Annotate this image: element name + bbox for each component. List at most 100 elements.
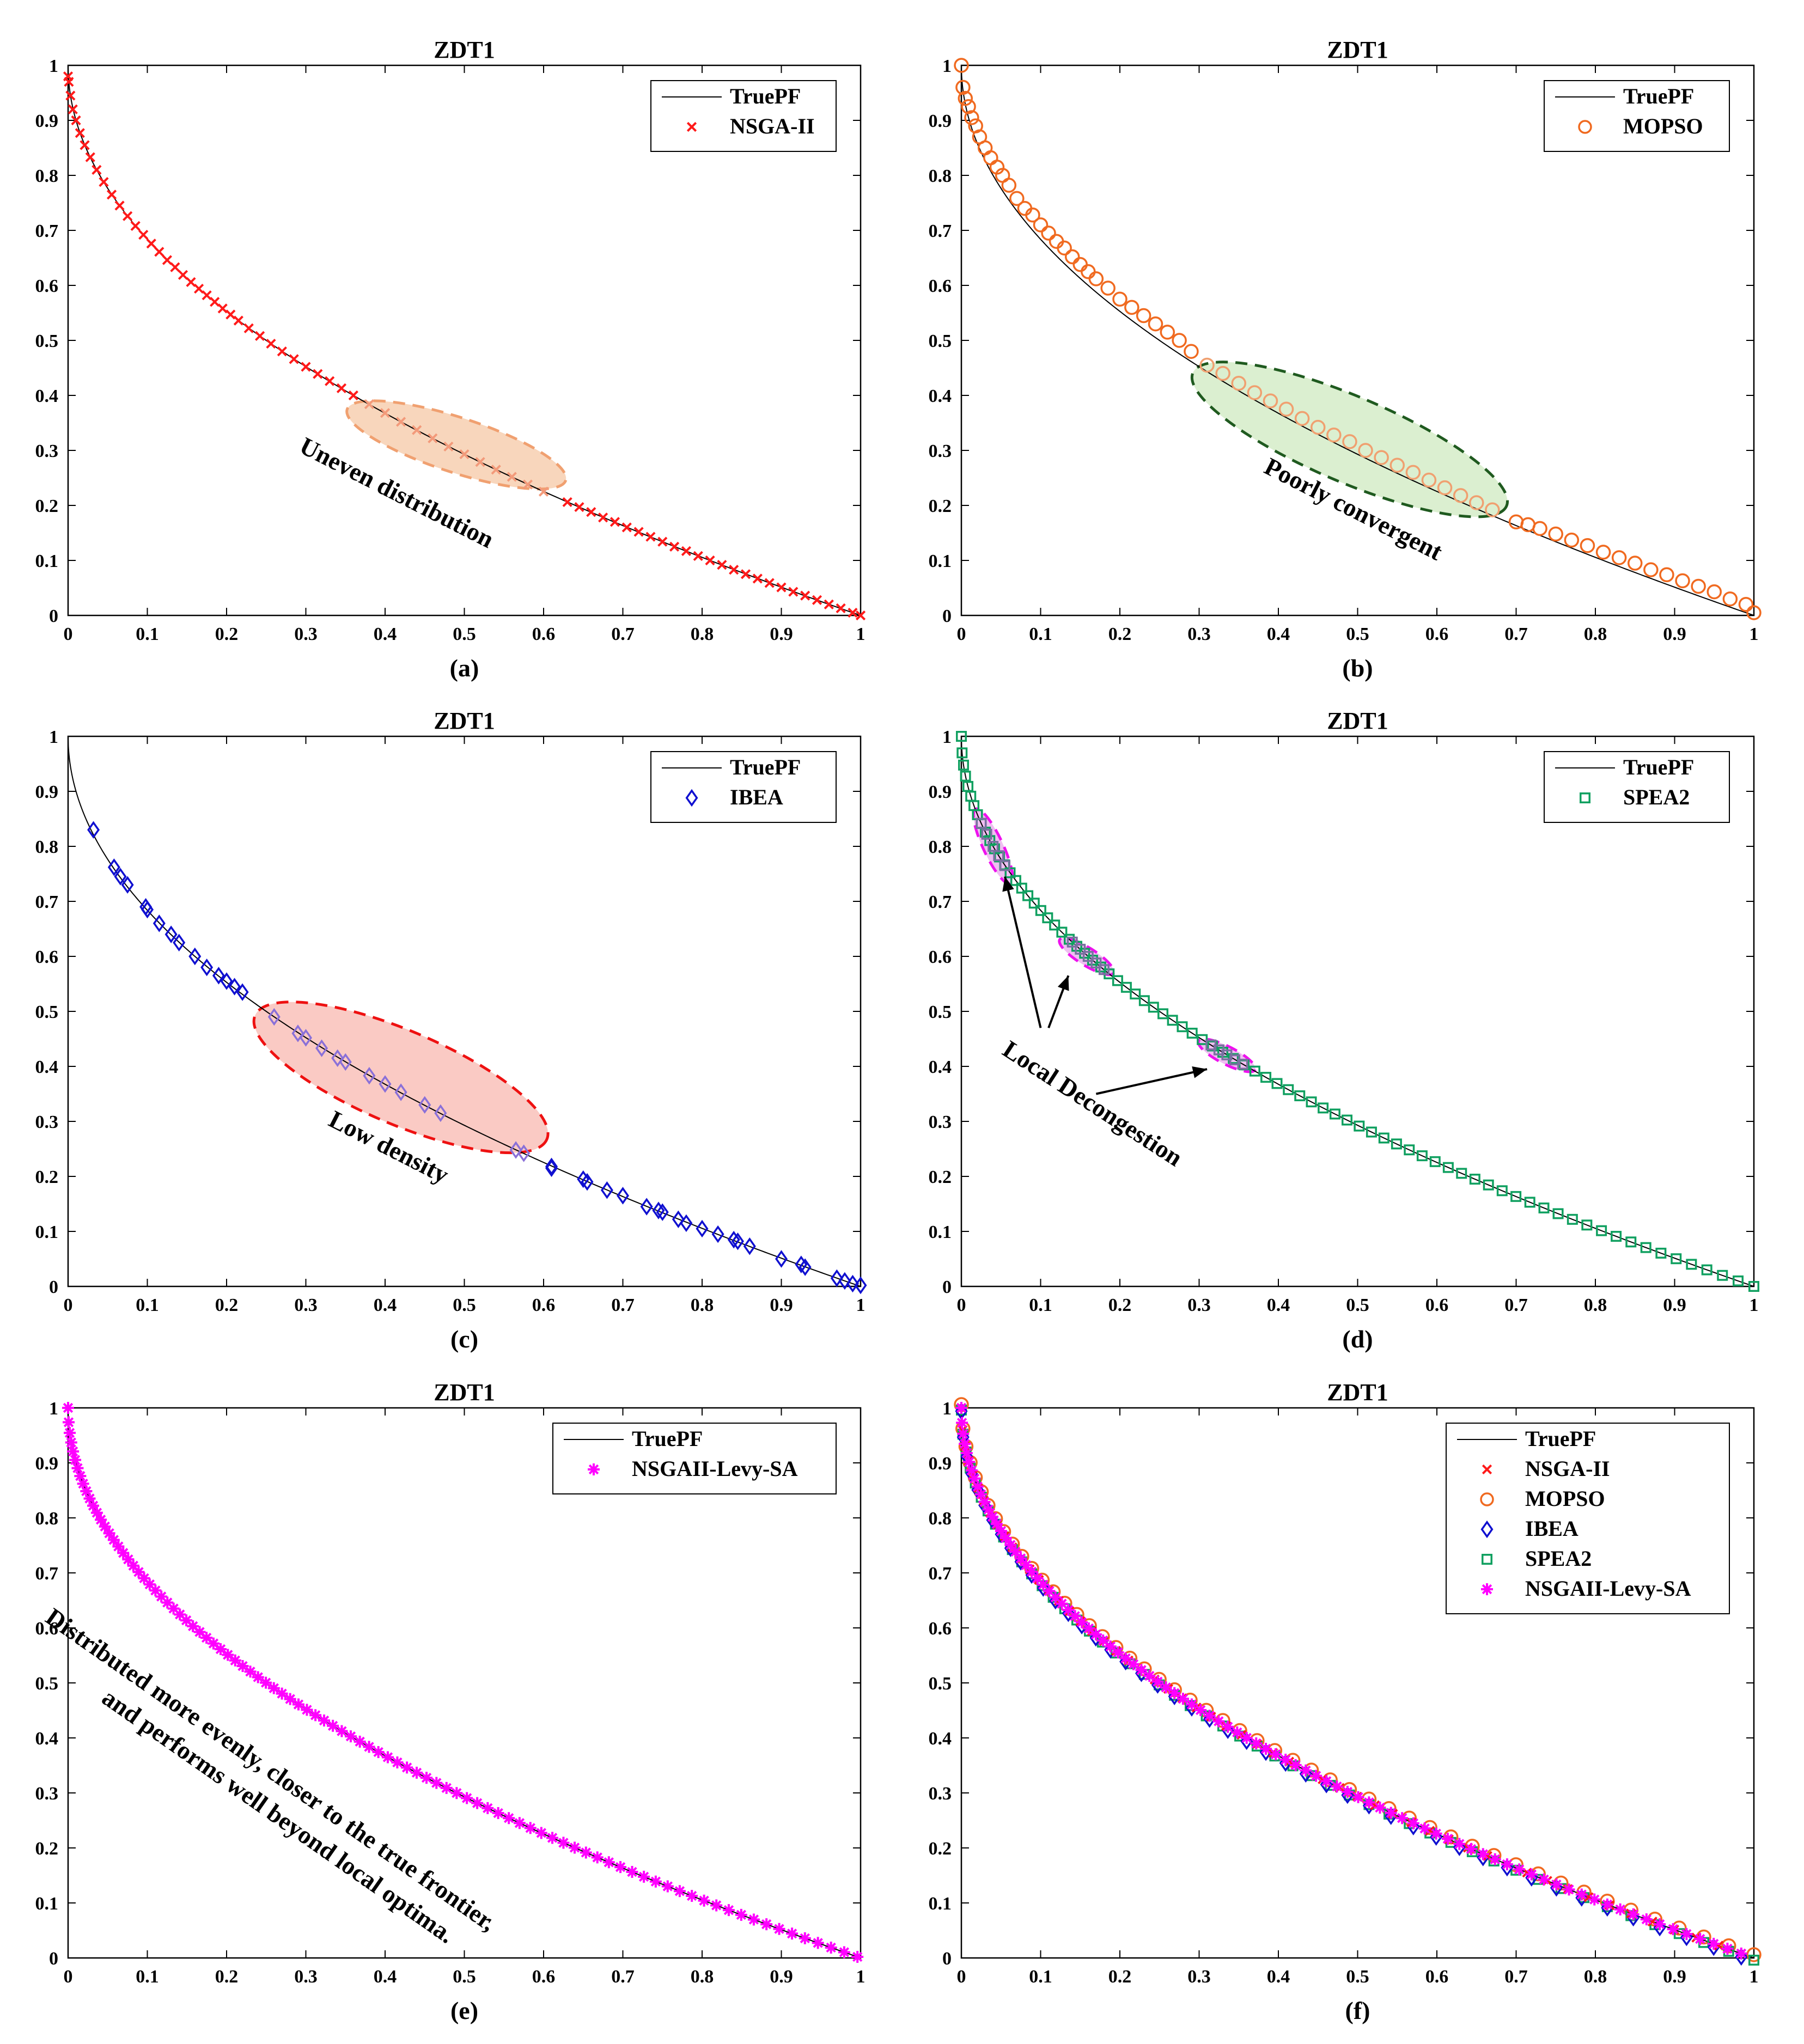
- data-point-NSGAII-Levy-SA: [747, 1913, 760, 1926]
- legend-box-f: [1446, 1423, 1730, 1614]
- data-point-SPEA2: [1429, 1156, 1441, 1167]
- data-point-NSGAII-Levy-SA: [372, 1746, 385, 1758]
- data-point-MOPSO: [955, 80, 971, 95]
- series-IBEA-c: [267, 1008, 531, 1162]
- series-SPEA2-d: [956, 731, 1759, 1292]
- data-point-NSGAII-Levy-SA: [1231, 1726, 1244, 1738]
- y-tick-label: 0.2: [929, 1839, 952, 1859]
- data-point-NSGAII-Levy-SA: [1708, 1938, 1720, 1950]
- data-point-NSGAII-Levy-SA: [267, 1682, 280, 1694]
- data-point-IBEA: [379, 1075, 392, 1093]
- data-point-NSGAII-Levy-SA: [1331, 1780, 1343, 1793]
- data-point-SPEA2: [1456, 1168, 1467, 1179]
- data-point-NSGAII-Levy-SA: [1430, 1827, 1442, 1840]
- y-tick-label: 1: [942, 727, 952, 747]
- data-point-NSGAII-Levy-SA: [1062, 1604, 1075, 1616]
- data-point-MOPSO: [1001, 178, 1017, 193]
- data-point-NSGA-II: [65, 90, 76, 101]
- data-point-NSGAII-Levy-SA: [580, 1846, 592, 1859]
- data-point-NSGAII-Levy-SA: [1588, 1893, 1601, 1906]
- data-point-NSGAII-Levy-SA: [1513, 1863, 1526, 1876]
- data-point-NSGAII-Levy-SA: [982, 1503, 995, 1516]
- y-tick-label: 0.4: [35, 386, 59, 406]
- data-point-NSGAII-Levy-SA: [229, 1654, 241, 1667]
- data-point-NSGA-II: [380, 408, 391, 418]
- data-point-NSGAII-Levy-SA: [957, 1427, 970, 1440]
- data-point-NSGAII-Levy-SA: [1143, 1670, 1156, 1682]
- panel-c: ZDT1 0 0.1 0.2 0.3 0.4 0.5 0.6 0.7 0.8 0.9 1 0 0.1 0.2…: [35, 707, 867, 1353]
- data-point-SPEA2: [1082, 951, 1094, 962]
- y-tick-label: 0: [942, 1277, 952, 1297]
- legend-label-MOPSO: MOPSO: [1623, 114, 1703, 138]
- data-point-NSGAII-Levy-SA: [959, 1437, 971, 1450]
- y-tick-label: 0.7: [929, 221, 952, 241]
- data-point-NSGAII-Levy-SA: [62, 1416, 75, 1429]
- data-point-NSGAII-Levy-SA: [1279, 1754, 1292, 1766]
- x-tick-label: 0.1: [136, 1967, 159, 1987]
- data-point-NSGA-II: [428, 433, 438, 443]
- data-point-MOPSO: [1160, 325, 1175, 340]
- data-point-NSGA-II: [178, 270, 188, 280]
- data-point-IBEA: [854, 1276, 867, 1295]
- legend-box-b: [1544, 80, 1730, 152]
- data-point-MOPSO: [1580, 538, 1595, 553]
- data-point-NSGA-II: [170, 262, 180, 272]
- data-point-IBEA: [775, 1250, 788, 1268]
- data-point-NSGAII-Levy-SA: [161, 1596, 174, 1609]
- data-point-NSGAII-Levy-SA: [956, 1417, 968, 1429]
- data-point-MOPSO: [1532, 521, 1547, 536]
- data-point-NSGAII-Levy-SA: [1453, 1838, 1466, 1850]
- y-tick-label: 0.5: [929, 331, 952, 351]
- x-tick-label: 0.3: [294, 1967, 318, 1987]
- x-tick-label: 0.9: [1663, 1295, 1686, 1315]
- data-point-NSGAII-Levy-SA: [978, 1496, 991, 1508]
- data-point-NSGAII-Levy-SA: [760, 1918, 773, 1931]
- data-point-NSGAII-Levy-SA: [1341, 1785, 1354, 1798]
- data-point-SPEA2: [1237, 1058, 1248, 1070]
- x-tick-label: 0.7: [611, 1967, 635, 1987]
- data-point-MOPSO: [1100, 280, 1116, 296]
- data-point-IBEA: [339, 1053, 352, 1071]
- data-point-NSGAII-Levy-SA: [1127, 1658, 1139, 1670]
- data-point-SPEA2: [1717, 1270, 1728, 1281]
- x-tick-label: 0.6: [1425, 624, 1449, 644]
- data-point-NSGA-II: [162, 255, 172, 265]
- legend-label-NSGAII-Levy-SA: NSGAII-Levy-SA: [632, 1456, 798, 1481]
- y-tick-label: 0.6: [929, 1619, 952, 1639]
- data-point-MOPSO: [1148, 316, 1163, 332]
- y-tick-label: 0.7: [35, 221, 59, 241]
- data-point-IBEA: [672, 1210, 685, 1229]
- data-point-NSGAII-Levy-SA: [1538, 1873, 1550, 1886]
- data-point-NSGAII-Levy-SA: [1089, 1628, 1102, 1641]
- data-point-IBEA: [509, 1141, 522, 1159]
- data-point-NSGAII-Levy-SA: [336, 1725, 348, 1737]
- x-tick-label: 0.2: [215, 1295, 239, 1315]
- data-point-NSGAII-Levy-SA: [1203, 1710, 1216, 1722]
- data-point-NSGAII-Levy-SA: [1097, 1634, 1110, 1647]
- x-tick-label: 0.2: [215, 1967, 239, 1987]
- data-point-NSGAII-Levy-SA: [67, 1445, 80, 1457]
- data-point-MOPSO: [1691, 578, 1706, 594]
- data-point-NSGA-II: [202, 290, 212, 301]
- y-tick-label: 0.5: [929, 1002, 952, 1022]
- data-point-MOPSO: [1231, 376, 1246, 391]
- data-point-NSGAII-Levy-SA: [430, 1777, 443, 1789]
- data-point-SPEA2: [1056, 926, 1068, 938]
- data-point-IBEA: [173, 933, 186, 951]
- data-point-NSGAII-Levy-SA: [786, 1927, 799, 1940]
- data-point-NSGAII-Levy-SA: [990, 1518, 1003, 1530]
- x-tick-label: 0: [64, 624, 73, 644]
- series-IBEA-c: [87, 821, 867, 1295]
- data-point-NSGAII-Levy-SA: [1082, 1622, 1095, 1634]
- x-tick-label: 0.4: [374, 1967, 397, 1987]
- series-NSGAII-Levy-SA-f: [955, 1402, 1747, 1960]
- y-tick-label: 0.3: [929, 441, 952, 461]
- legend-label-NSGAII-Levy-SA: NSGAII-Levy-SA: [1525, 1576, 1691, 1601]
- data-point-NSGAII-Levy-SA: [344, 1730, 357, 1743]
- data-point-NSGAII-Levy-SA: [971, 1480, 984, 1493]
- x-tick-label: 0.5: [453, 1967, 476, 1987]
- data-point-SPEA2: [1016, 882, 1027, 894]
- data-point-NSGAII-Levy-SA: [1627, 1908, 1640, 1921]
- series-NSGA-II-a: [364, 399, 549, 497]
- data-point-NSGA-II: [412, 425, 422, 435]
